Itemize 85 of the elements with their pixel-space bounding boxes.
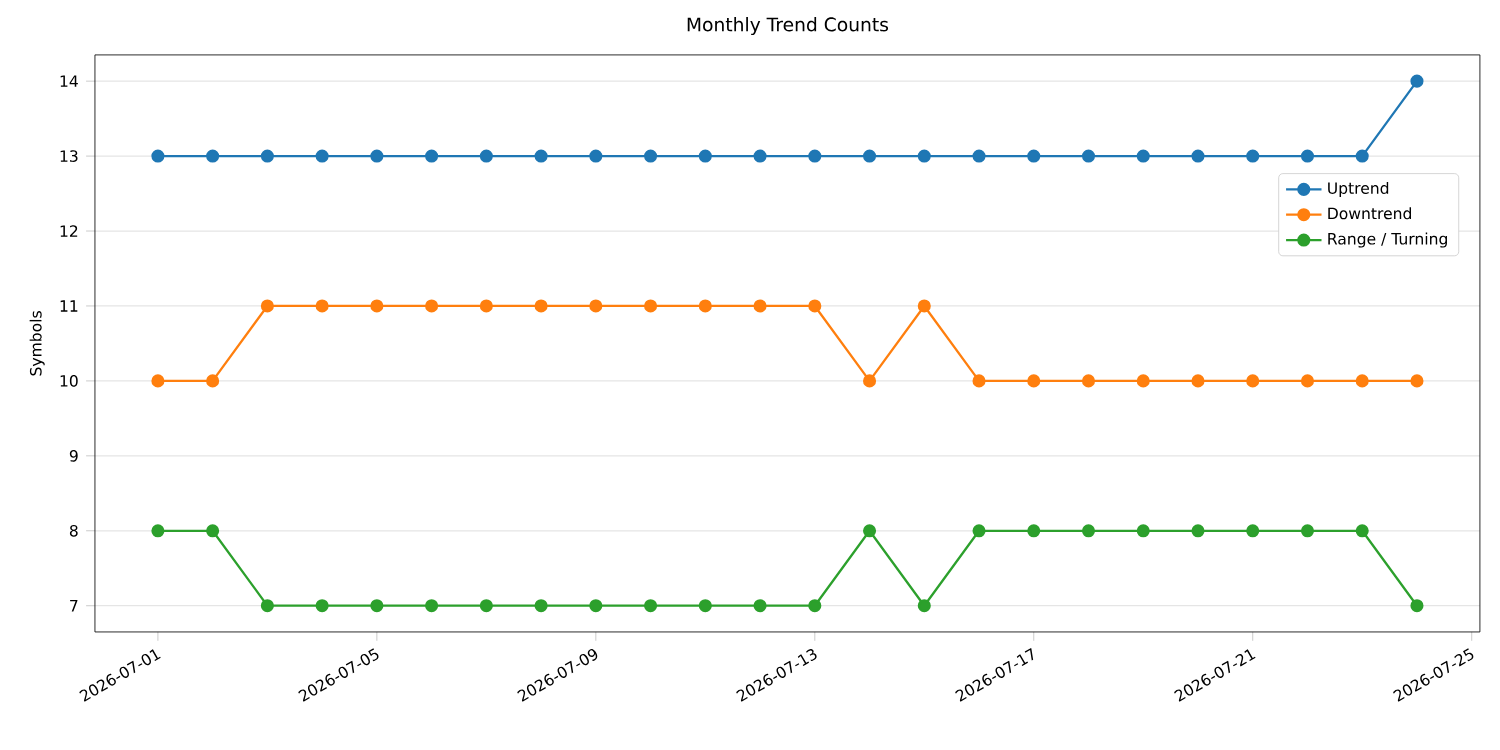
point [1246, 374, 1260, 388]
point [534, 299, 548, 313]
point [972, 374, 986, 388]
point [698, 149, 712, 163]
point [863, 374, 877, 388]
point [972, 149, 986, 163]
point [479, 299, 493, 313]
point [315, 599, 329, 613]
point [753, 299, 767, 313]
point [151, 524, 165, 538]
legend-label: Uptrend [1328, 181, 1389, 197]
point [698, 599, 712, 613]
point [1300, 149, 1315, 163]
point [1136, 524, 1150, 538]
point [644, 299, 658, 313]
point [151, 374, 165, 388]
point [808, 299, 822, 313]
y-tick-label: 12 [60, 225, 78, 237]
point [425, 299, 439, 313]
point [644, 149, 658, 163]
legend-label: Downtrend [1328, 207, 1411, 220]
point [1300, 524, 1315, 538]
point [1355, 374, 1369, 388]
point [589, 599, 603, 613]
point [315, 299, 329, 313]
point [206, 374, 220, 388]
point [206, 149, 220, 163]
point [425, 599, 439, 613]
y-tick-label: 8 [69, 524, 78, 537]
point [863, 524, 877, 538]
point [917, 149, 931, 163]
point [534, 149, 548, 163]
point [1081, 149, 1096, 163]
y-tick-label: 11 [60, 300, 78, 312]
point [1027, 524, 1041, 538]
point [534, 599, 548, 613]
point [589, 149, 603, 163]
point [370, 149, 384, 163]
point [370, 299, 384, 313]
point [425, 149, 439, 163]
point [370, 599, 384, 613]
point [917, 299, 931, 313]
point [1410, 374, 1424, 388]
point [1191, 524, 1205, 538]
point [1246, 524, 1260, 538]
point [1300, 374, 1315, 388]
point [1136, 149, 1150, 163]
point [1081, 374, 1096, 388]
point [753, 599, 767, 613]
point [1355, 149, 1369, 163]
point [863, 149, 877, 163]
y-tick-label: 13 [60, 150, 78, 162]
point [260, 149, 274, 163]
point [1355, 524, 1369, 538]
point [808, 599, 822, 613]
y-tick-label: 10 [60, 375, 78, 387]
point [753, 149, 767, 163]
point [589, 299, 603, 313]
legend-label: Range / Turning [1328, 232, 1447, 248]
point [260, 599, 274, 613]
point [315, 149, 329, 163]
point [1191, 374, 1205, 388]
point [151, 149, 165, 163]
y-tick-label: 14 [60, 75, 78, 87]
point [698, 299, 712, 313]
chart-title: Monthly Trend Counts [687, 17, 889, 36]
point [1081, 524, 1096, 538]
point [206, 524, 220, 538]
point [1410, 599, 1424, 613]
point [808, 149, 822, 163]
y-axis-title: Symbols [29, 311, 45, 376]
point [1410, 74, 1424, 88]
point [1027, 149, 1041, 163]
point [1191, 149, 1205, 163]
point [479, 149, 493, 163]
y-tick-label: 9 [69, 449, 78, 462]
point [260, 299, 274, 313]
point [1136, 374, 1150, 388]
point [1027, 374, 1041, 388]
point [1246, 149, 1260, 163]
point [972, 524, 986, 538]
point [917, 599, 931, 613]
point [479, 599, 493, 613]
y-tick-label: 7 [70, 600, 78, 612]
point [644, 599, 658, 613]
